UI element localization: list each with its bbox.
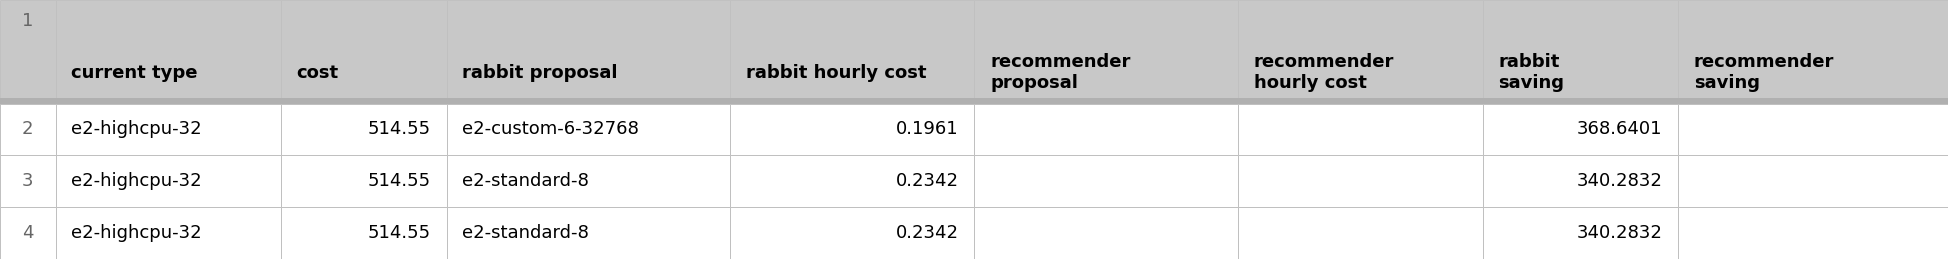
Text: rabbit proposal: rabbit proposal xyxy=(462,63,618,82)
Text: e2-highcpu-32: e2-highcpu-32 xyxy=(72,172,203,190)
Text: recommender
saving: recommender saving xyxy=(1695,53,1835,92)
Bar xyxy=(281,207,446,259)
Bar xyxy=(446,104,730,155)
Text: e2-highcpu-32: e2-highcpu-32 xyxy=(72,224,203,242)
Bar xyxy=(1679,104,1948,155)
Text: 1: 1 xyxy=(21,12,33,30)
Text: rabbit
saving: rabbit saving xyxy=(1498,53,1564,92)
Bar xyxy=(1239,155,1482,207)
Bar xyxy=(730,207,974,259)
Bar xyxy=(1482,207,1679,259)
Bar xyxy=(730,104,974,155)
Text: 0.2342: 0.2342 xyxy=(896,172,958,190)
Bar xyxy=(0,104,56,155)
Text: 368.6401: 368.6401 xyxy=(1578,120,1664,139)
Text: 340.2832: 340.2832 xyxy=(1576,172,1664,190)
Bar xyxy=(446,155,730,207)
Text: current type: current type xyxy=(72,63,199,82)
Bar xyxy=(1482,0,1679,104)
Text: e2-standard-8: e2-standard-8 xyxy=(462,224,588,242)
Bar xyxy=(446,0,730,104)
Bar xyxy=(730,0,974,104)
Bar xyxy=(56,0,281,104)
Text: rabbit hourly cost: rabbit hourly cost xyxy=(746,63,925,82)
Bar xyxy=(1679,0,1948,104)
Bar xyxy=(1482,104,1679,155)
Bar xyxy=(446,207,730,259)
Bar xyxy=(974,0,1239,104)
Bar xyxy=(1679,155,1948,207)
Bar xyxy=(0,207,56,259)
Bar xyxy=(0,155,56,207)
Text: cost: cost xyxy=(296,63,339,82)
Text: 514.55: 514.55 xyxy=(368,120,431,139)
Bar xyxy=(730,155,974,207)
Text: recommender
hourly cost: recommender hourly cost xyxy=(1255,53,1395,92)
Text: 3: 3 xyxy=(21,172,33,190)
Text: 0.1961: 0.1961 xyxy=(896,120,958,139)
Bar xyxy=(0,98,1948,109)
Bar xyxy=(56,155,281,207)
Bar xyxy=(281,104,446,155)
Bar xyxy=(56,207,281,259)
Bar xyxy=(1482,155,1679,207)
Text: e2-standard-8: e2-standard-8 xyxy=(462,172,588,190)
Bar xyxy=(281,0,446,104)
Bar xyxy=(974,155,1239,207)
Bar xyxy=(974,207,1239,259)
Bar xyxy=(974,104,1239,155)
Text: e2-custom-6-32768: e2-custom-6-32768 xyxy=(462,120,639,139)
Text: e2-highcpu-32: e2-highcpu-32 xyxy=(72,120,203,139)
Text: 514.55: 514.55 xyxy=(368,224,431,242)
Bar xyxy=(56,104,281,155)
Text: 4: 4 xyxy=(21,224,33,242)
Bar xyxy=(1679,207,1948,259)
Text: 514.55: 514.55 xyxy=(368,172,431,190)
Text: recommender
proposal: recommender proposal xyxy=(990,53,1130,92)
Bar xyxy=(1239,207,1482,259)
Bar xyxy=(0,0,56,104)
Text: 340.2832: 340.2832 xyxy=(1576,224,1664,242)
Bar xyxy=(1239,0,1482,104)
Bar xyxy=(281,155,446,207)
Bar xyxy=(1239,104,1482,155)
Text: 0.2342: 0.2342 xyxy=(896,224,958,242)
Text: 2: 2 xyxy=(21,120,33,139)
